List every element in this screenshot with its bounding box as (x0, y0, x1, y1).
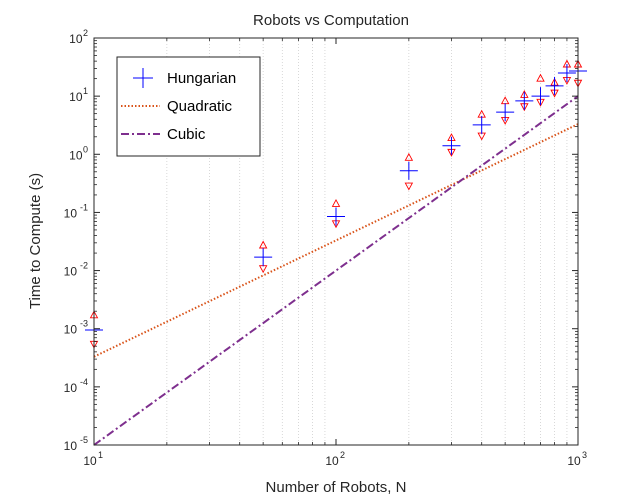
y-tick-label-exponent: 0 (83, 144, 88, 154)
hungarian-point (545, 76, 564, 95)
x-tick-label-exponent: 1 (98, 450, 103, 460)
hungarian-point (254, 248, 273, 267)
y-tick-label: -510 (64, 435, 88, 453)
legend-label-cubic: Cubic (167, 126, 206, 143)
hungarian-point (515, 91, 534, 110)
y-tick-label: -310 (64, 319, 88, 337)
chart-title: Robots vs Computation (253, 12, 409, 29)
y-tick-label-exponent: -1 (80, 202, 88, 212)
fit-lines (93, 95, 579, 446)
hungarian-point (531, 87, 550, 106)
y-tick-label-exponent: -4 (80, 377, 88, 387)
legend-label-hungarian: Hungarian (167, 70, 236, 87)
hungarian-point (496, 103, 515, 122)
hungarian-point (557, 64, 576, 83)
x-tick-label: 10 2 (325, 450, 345, 468)
y-tick-label-exponent: 1 (83, 86, 88, 96)
x-tick-label-base: 10 (83, 454, 97, 468)
y-tick-label: 110 (69, 86, 88, 104)
y-tick-label-base: 10 (64, 206, 78, 220)
y-tick-label-base: 10 (64, 381, 78, 395)
legend-box (116, 56, 261, 157)
y-tick-label: 210 (69, 28, 88, 46)
x-tick-label-exponent: 3 (582, 450, 587, 460)
y-tick-label-base: 10 (69, 148, 83, 162)
y-tick-label-base: 10 (64, 439, 78, 453)
upper-error-marker (258, 240, 268, 249)
y-axis-label: Time to Compute (s) (27, 173, 44, 309)
upper-error-marker (536, 73, 545, 82)
legend-hungarian-marker-icon (133, 68, 153, 88)
y-tick-label: -410 (64, 377, 88, 395)
y-tick-label-exponent: -2 (80, 261, 88, 271)
legend: Hungarian Quadratic Cubic (116, 56, 261, 157)
x-tick-label: 10 1 (83, 450, 103, 468)
legend-label-quadratic: Quadratic (167, 98, 233, 115)
y-tick-label-base: 10 (64, 323, 78, 337)
hungarian-point (472, 115, 491, 134)
y-tick-label: -210 (64, 261, 88, 279)
y-tick-label: 010 (69, 144, 88, 162)
x-tick-label-exponent: 2 (340, 450, 345, 460)
y-tick-label-exponent: -5 (80, 435, 88, 445)
x-tick-label-base: 10 (325, 454, 339, 468)
grid (166, 38, 568, 445)
y-tick-label-exponent: -3 (80, 319, 88, 329)
y-tick-label: -110 (64, 202, 88, 220)
y-tick-label-base: 10 (69, 32, 83, 46)
hungarian-point (399, 161, 418, 180)
data-markers (85, 59, 587, 349)
y-tick-label-exponent: 2 (83, 28, 88, 38)
cubic-line (93, 95, 579, 446)
hungarian-point (327, 207, 345, 226)
upper-error-marker (331, 198, 341, 207)
hungarian-point (442, 136, 461, 155)
x-axis-label: Number of Robots, N (266, 479, 407, 496)
x-tick-label-base: 10 (567, 454, 581, 468)
x-tick-label: 10 3 (567, 450, 587, 468)
y-tick-label-base: 10 (64, 265, 78, 279)
y-tick-label-base: 10 (69, 90, 83, 104)
lower-error-marker (404, 182, 414, 191)
upper-error-marker (404, 152, 414, 161)
